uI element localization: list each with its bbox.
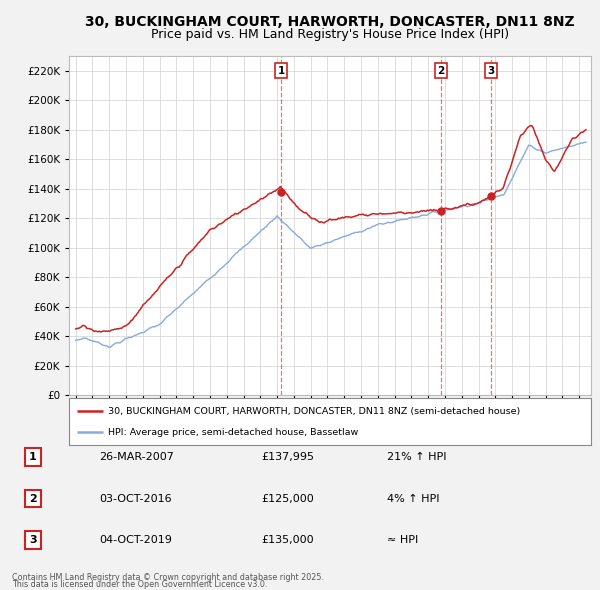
Text: £125,000: £125,000: [261, 494, 314, 503]
Text: 26-MAR-2007: 26-MAR-2007: [99, 453, 174, 462]
Text: 30, BUCKINGHAM COURT, HARWORTH, DONCASTER, DN11 8NZ (semi-detached house): 30, BUCKINGHAM COURT, HARWORTH, DONCASTE…: [108, 407, 520, 416]
Text: This data is licensed under the Open Government Licence v3.0.: This data is licensed under the Open Gov…: [12, 580, 268, 589]
Text: HPI: Average price, semi-detached house, Bassetlaw: HPI: Average price, semi-detached house,…: [108, 428, 358, 437]
Text: 30, BUCKINGHAM COURT, HARWORTH, DONCASTER, DN11 8NZ: 30, BUCKINGHAM COURT, HARWORTH, DONCASTE…: [85, 15, 575, 29]
Text: 3: 3: [29, 535, 37, 545]
Text: 2: 2: [29, 494, 37, 503]
Text: 03-OCT-2016: 03-OCT-2016: [99, 494, 172, 503]
Text: 4% ↑ HPI: 4% ↑ HPI: [387, 494, 439, 503]
Text: 04-OCT-2019: 04-OCT-2019: [99, 535, 172, 545]
Text: 1: 1: [277, 66, 284, 76]
Text: 3: 3: [488, 66, 495, 76]
Text: ≈ HPI: ≈ HPI: [387, 535, 418, 545]
Text: £137,995: £137,995: [261, 453, 314, 462]
Text: 21% ↑ HPI: 21% ↑ HPI: [387, 453, 446, 462]
Text: 2: 2: [437, 66, 445, 76]
Text: £135,000: £135,000: [261, 535, 314, 545]
Text: Price paid vs. HM Land Registry's House Price Index (HPI): Price paid vs. HM Land Registry's House …: [151, 28, 509, 41]
Text: 1: 1: [29, 453, 37, 462]
Text: Contains HM Land Registry data © Crown copyright and database right 2025.: Contains HM Land Registry data © Crown c…: [12, 573, 324, 582]
